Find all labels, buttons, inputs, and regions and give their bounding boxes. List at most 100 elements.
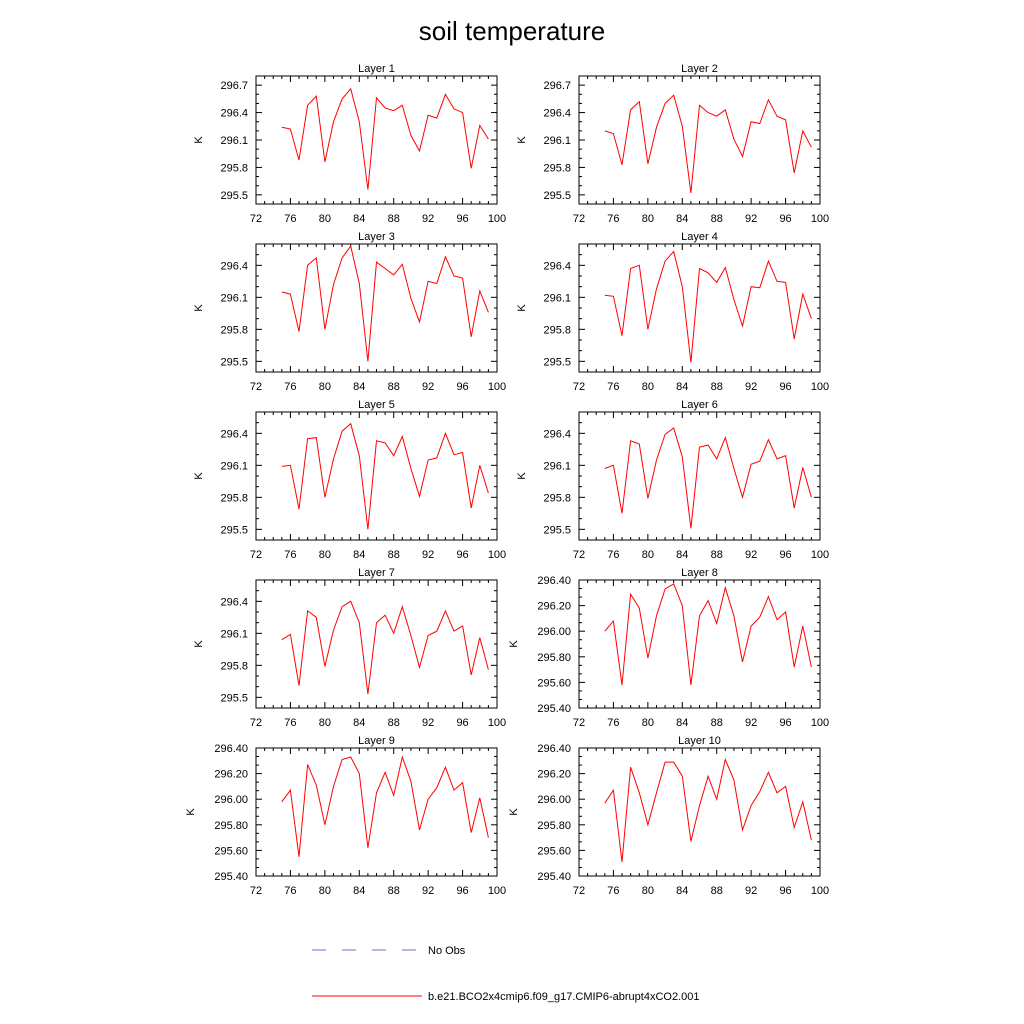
y-axis-label: K bbox=[508, 808, 520, 816]
y-tick-label: 296.4 bbox=[543, 260, 571, 272]
x-tick-label: 76 bbox=[607, 717, 619, 729]
y-axis-label: K bbox=[193, 304, 205, 312]
x-tick-label: 80 bbox=[642, 381, 654, 393]
y-tick-label: 295.5 bbox=[220, 356, 248, 368]
x-tick-label: 80 bbox=[319, 213, 331, 225]
series-line-layer-2 bbox=[604, 94, 812, 194]
series-line-layer-1 bbox=[281, 87, 489, 190]
x-tick-label: 72 bbox=[573, 213, 585, 225]
plot-frame bbox=[255, 75, 498, 205]
y-axis-label: K bbox=[185, 808, 197, 816]
x-tick-label: 80 bbox=[319, 549, 331, 561]
figure-title: soil temperature bbox=[419, 16, 605, 46]
y-tick-label: 296.1 bbox=[543, 292, 571, 304]
series-line-layer-7 bbox=[281, 600, 489, 695]
x-tick-label: 80 bbox=[319, 885, 331, 897]
x-tick-label: 80 bbox=[319, 717, 331, 729]
y-tick-label: 296.00 bbox=[537, 794, 571, 806]
y-axis-label: K bbox=[193, 136, 205, 144]
y-tick-label: 295.5 bbox=[543, 190, 571, 202]
legend-label-no-obs: No Obs bbox=[428, 945, 466, 957]
x-tick-label: 96 bbox=[456, 717, 468, 729]
y-tick-label: 296.1 bbox=[220, 135, 248, 147]
y-tick-label: 296.7 bbox=[220, 80, 248, 92]
x-tick-label: 72 bbox=[573, 549, 585, 561]
x-tick-label: 80 bbox=[642, 717, 654, 729]
x-tick-label: 88 bbox=[711, 549, 723, 561]
panel-layer-1: Layer 1 72 76 80 84 88 92 96 100 295.5 295.8 296.1 2… bbox=[193, 63, 506, 225]
y-tick-label: 295.5 bbox=[220, 524, 248, 536]
y-tick-label: 296.40 bbox=[537, 743, 571, 755]
x-tick-label: 88 bbox=[711, 213, 723, 225]
y-tick-label: 296.1 bbox=[220, 460, 248, 472]
y-tick-label: 296.1 bbox=[543, 135, 571, 147]
x-tick-label: 76 bbox=[284, 381, 296, 393]
y-tick-label: 295.8 bbox=[220, 324, 248, 336]
x-tick-label: 76 bbox=[284, 549, 296, 561]
series-line-layer-8 bbox=[604, 583, 812, 686]
panel-title: Layer 9 bbox=[358, 735, 395, 747]
x-tick-label: 84 bbox=[353, 213, 365, 225]
x-tick-label: 92 bbox=[422, 885, 434, 897]
panel-title: Layer 6 bbox=[681, 399, 718, 411]
x-tick-label: 80 bbox=[642, 885, 654, 897]
x-tick-label: 92 bbox=[745, 885, 757, 897]
y-tick-label: 296.4 bbox=[220, 260, 248, 272]
y-tick-label: 295.8 bbox=[543, 162, 571, 174]
x-tick-label: 72 bbox=[573, 717, 585, 729]
x-tick-label: 100 bbox=[811, 885, 829, 897]
x-tick-label: 72 bbox=[573, 885, 585, 897]
y-tick-label: 295.5 bbox=[220, 692, 248, 704]
x-tick-label: 88 bbox=[388, 213, 400, 225]
panel-layer-5: Layer 5 72 76 80 84 88 92 96 100 295.5 295.8 296.1 2… bbox=[193, 399, 506, 561]
panel-title: Layer 5 bbox=[358, 399, 395, 411]
y-axis-label: K bbox=[516, 472, 528, 480]
x-tick-label: 72 bbox=[250, 717, 262, 729]
x-tick-label: 84 bbox=[353, 885, 365, 897]
panel-layer-6: Layer 6 72 76 80 84 88 92 96 100 295.5 295.8 296.1 2… bbox=[516, 399, 829, 561]
x-tick-label: 96 bbox=[779, 381, 791, 393]
x-tick-label: 100 bbox=[488, 717, 506, 729]
y-tick-label: 296.4 bbox=[220, 108, 248, 120]
x-tick-label: 72 bbox=[573, 381, 585, 393]
y-tick-label: 296.1 bbox=[220, 292, 248, 304]
y-tick-label: 296.4 bbox=[220, 428, 248, 440]
y-tick-label: 296.20 bbox=[214, 769, 248, 781]
y-axis-label: K bbox=[193, 640, 205, 648]
x-tick-label: 88 bbox=[711, 381, 723, 393]
x-tick-label: 92 bbox=[422, 381, 434, 393]
y-tick-label: 296.20 bbox=[537, 769, 571, 781]
x-tick-label: 100 bbox=[811, 717, 829, 729]
x-tick-label: 100 bbox=[488, 885, 506, 897]
y-tick-label: 295.80 bbox=[214, 820, 248, 832]
x-tick-label: 92 bbox=[422, 717, 434, 729]
panel-title: Layer 10 bbox=[678, 735, 721, 747]
legend: No Obs b.e21.BCO2x4cmip6.f09_g17.CMIP6-a… bbox=[312, 945, 700, 1003]
x-tick-label: 100 bbox=[488, 213, 506, 225]
x-tick-label: 76 bbox=[607, 885, 619, 897]
x-tick-label: 92 bbox=[745, 549, 757, 561]
plot-frame bbox=[578, 579, 821, 709]
x-tick-label: 92 bbox=[745, 717, 757, 729]
panel-layer-2: Layer 2 72 76 80 84 88 92 96 100 295.5 295.8 296.1 2… bbox=[516, 63, 829, 225]
x-tick-label: 72 bbox=[250, 885, 262, 897]
y-tick-label: 296.4 bbox=[543, 428, 571, 440]
y-tick-label: 295.8 bbox=[543, 324, 571, 336]
x-tick-label: 100 bbox=[811, 549, 829, 561]
x-tick-label: 88 bbox=[388, 549, 400, 561]
y-tick-label: 295.5 bbox=[543, 524, 571, 536]
series-line-layer-10 bbox=[604, 757, 812, 862]
panel-layer-9: Layer 9 72 76 80 84 88 92 96 100 295.40 295.60 295.… bbox=[185, 735, 506, 897]
x-tick-label: 84 bbox=[676, 381, 688, 393]
series-line-layer-3 bbox=[281, 244, 489, 362]
y-tick-label: 296.7 bbox=[543, 80, 571, 92]
y-tick-label: 295.80 bbox=[537, 652, 571, 664]
y-tick-label: 296.1 bbox=[543, 460, 571, 472]
x-tick-label: 72 bbox=[250, 381, 262, 393]
x-tick-label: 100 bbox=[811, 213, 829, 225]
series-line-layer-4 bbox=[604, 250, 812, 363]
y-tick-label: 295.60 bbox=[214, 845, 248, 857]
panel-title: Layer 1 bbox=[358, 63, 395, 75]
x-tick-label: 76 bbox=[284, 717, 296, 729]
y-tick-label: 295.80 bbox=[537, 820, 571, 832]
